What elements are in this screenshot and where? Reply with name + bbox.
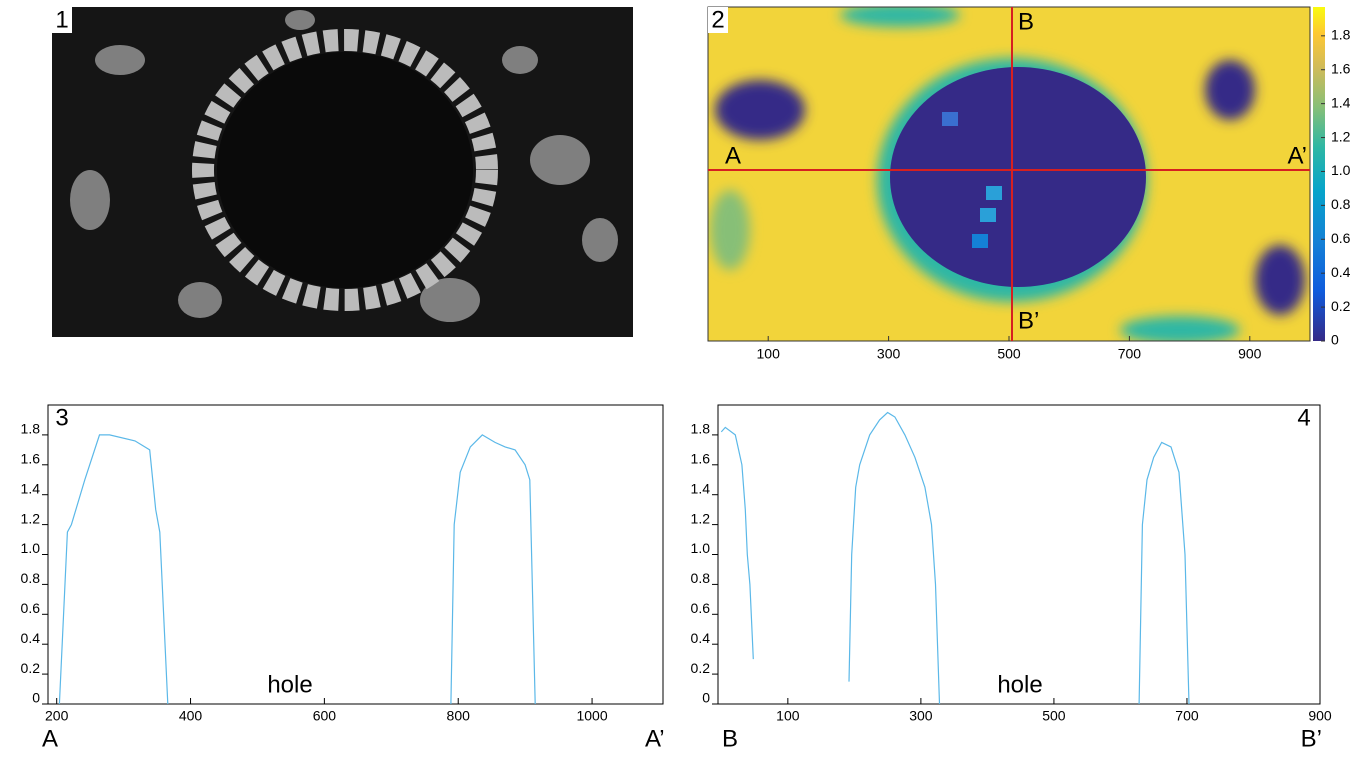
x-tick-label: 500 [997, 346, 1021, 362]
y-tick-label: 0.2 [21, 660, 41, 676]
axis-end-label: B’ [1301, 725, 1322, 752]
y-tick-label: 1.8 [691, 421, 711, 437]
colorbar-tick-label: 1.0 [1331, 162, 1351, 178]
colorbar-tick-label: 0 [1331, 332, 1339, 348]
x-tick-label: 300 [909, 708, 933, 724]
x-tick-label: 100 [776, 708, 800, 724]
section-label: B’ [1018, 307, 1039, 334]
y-tick-label: 1.4 [691, 480, 711, 496]
x-tick-label: 800 [447, 708, 471, 724]
y-tick-label: 1.6 [21, 451, 41, 467]
colorbar-tick-label: 0.2 [1331, 298, 1351, 314]
annotation: hole [997, 671, 1042, 698]
y-tick-label: 0.4 [21, 630, 41, 646]
x-tick-label: 200 [45, 708, 69, 724]
label-box [708, 7, 728, 33]
x-tick-label: 700 [1175, 708, 1199, 724]
colorbar [1313, 7, 1325, 341]
y-tick-label: 1.2 [691, 510, 711, 526]
panel-label: 2 [711, 6, 724, 33]
axis-end-label: A [42, 725, 58, 752]
y-tick-label: 0.6 [21, 600, 41, 616]
axis-end-label: B [722, 725, 738, 752]
y-tick-label: 0.2 [691, 660, 711, 676]
y-tick-label: 1.2 [21, 510, 41, 526]
y-tick-label: 1.4 [21, 480, 41, 496]
data-line [720, 411, 1190, 705]
y-tick-label: 0.8 [21, 570, 41, 586]
colorbar-tick-label: 0.8 [1331, 196, 1351, 212]
x-tick-label: 400 [179, 708, 203, 724]
colorbar-tick-label: 0.6 [1331, 230, 1351, 246]
x-tick-label: 600 [313, 708, 337, 724]
y-tick-label: 0.8 [691, 570, 711, 586]
section-label: A [725, 142, 741, 169]
y-tick-label: 1.6 [691, 451, 711, 467]
colorbar-tick-label: 1.2 [1331, 128, 1351, 144]
label-box [52, 7, 72, 33]
panel-label: 3 [55, 404, 68, 431]
micrograph [52, 7, 633, 337]
y-tick-label: 1.0 [21, 540, 41, 556]
data-line [58, 434, 536, 705]
colorbar-tick-label: 0.4 [1331, 264, 1351, 280]
plot-frame [47, 404, 664, 705]
y-tick-label: 0 [32, 690, 40, 706]
heatmap [708, 7, 1310, 341]
annotation: hole [267, 671, 312, 698]
x-tick-label: 300 [877, 346, 901, 362]
x-tick-label: 100 [757, 346, 781, 362]
x-tick-label: 900 [1238, 346, 1262, 362]
colorbar-tick-label: 1.8 [1331, 27, 1351, 43]
section-label: A’ [1287, 142, 1307, 169]
y-tick-label: 0.4 [691, 630, 711, 646]
x-tick-label: 900 [1308, 708, 1332, 724]
y-tick-label: 1.8 [21, 421, 41, 437]
x-tick-label: 1000 [576, 708, 607, 724]
x-tick-label: 700 [1118, 346, 1142, 362]
y-tick-label: 0.6 [691, 600, 711, 616]
x-tick-label: 500 [1042, 708, 1066, 724]
y-tick-label: 0 [702, 690, 710, 706]
colorbar-tick-label: 1.6 [1331, 60, 1351, 76]
plot-frame [717, 404, 1321, 705]
panel-label: 4 [1297, 404, 1310, 431]
colorbar-tick-label: 1.4 [1331, 94, 1351, 110]
y-tick-label: 1.0 [691, 540, 711, 556]
axis-end-label: A’ [645, 725, 665, 752]
panel-label: 1 [55, 6, 68, 33]
section-label: B [1018, 8, 1034, 35]
